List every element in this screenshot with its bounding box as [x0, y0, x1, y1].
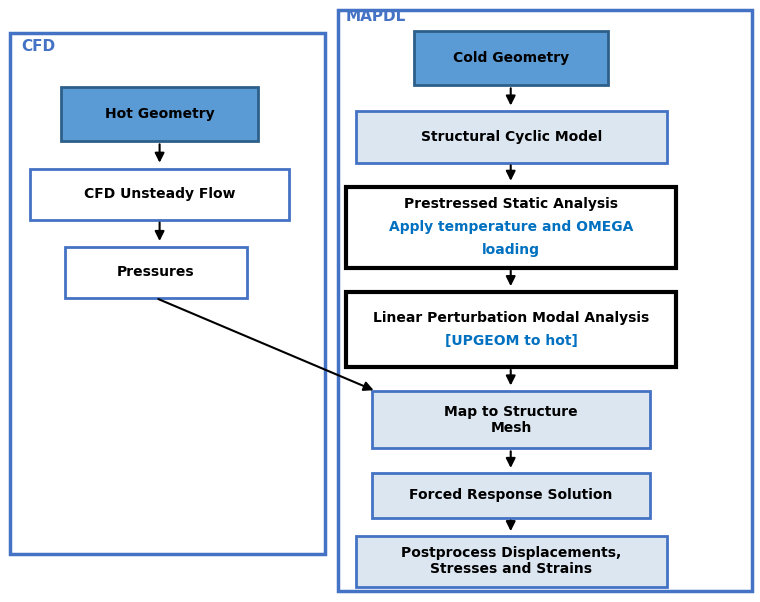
- Text: Prestressed Static Analysis: Prestressed Static Analysis: [404, 197, 618, 211]
- Text: Postprocess Displacements,
Stresses and Strains: Postprocess Displacements, Stresses and …: [401, 546, 622, 577]
- FancyBboxPatch shape: [346, 187, 676, 268]
- FancyBboxPatch shape: [372, 391, 650, 448]
- FancyBboxPatch shape: [65, 247, 247, 298]
- Text: Apply temperature and OMEGA: Apply temperature and OMEGA: [389, 220, 633, 234]
- Text: Linear Perturbation Modal Analysis: Linear Perturbation Modal Analysis: [373, 311, 649, 325]
- Text: Forced Response Solution: Forced Response Solution: [410, 488, 613, 502]
- Text: CFD Unsteady Flow: CFD Unsteady Flow: [84, 187, 236, 201]
- Text: loading: loading: [482, 243, 540, 257]
- FancyBboxPatch shape: [414, 31, 608, 85]
- FancyBboxPatch shape: [10, 33, 325, 554]
- FancyBboxPatch shape: [338, 10, 752, 591]
- Text: Pressures: Pressures: [117, 265, 195, 279]
- Text: Structural Cyclic Model: Structural Cyclic Model: [421, 130, 602, 144]
- FancyBboxPatch shape: [346, 292, 676, 367]
- Text: Map to Structure
Mesh: Map to Structure Mesh: [445, 405, 578, 435]
- Text: Cold Geometry: Cold Geometry: [453, 51, 569, 66]
- FancyBboxPatch shape: [356, 111, 667, 163]
- FancyBboxPatch shape: [372, 473, 650, 518]
- FancyBboxPatch shape: [30, 169, 289, 220]
- Text: CFD: CFD: [21, 39, 55, 54]
- Text: Hot Geometry: Hot Geometry: [105, 107, 214, 122]
- FancyBboxPatch shape: [61, 87, 258, 141]
- Text: [UPGEOM to hot]: [UPGEOM to hot]: [445, 334, 578, 348]
- FancyBboxPatch shape: [356, 536, 667, 587]
- Text: MAPDL: MAPDL: [346, 9, 406, 24]
